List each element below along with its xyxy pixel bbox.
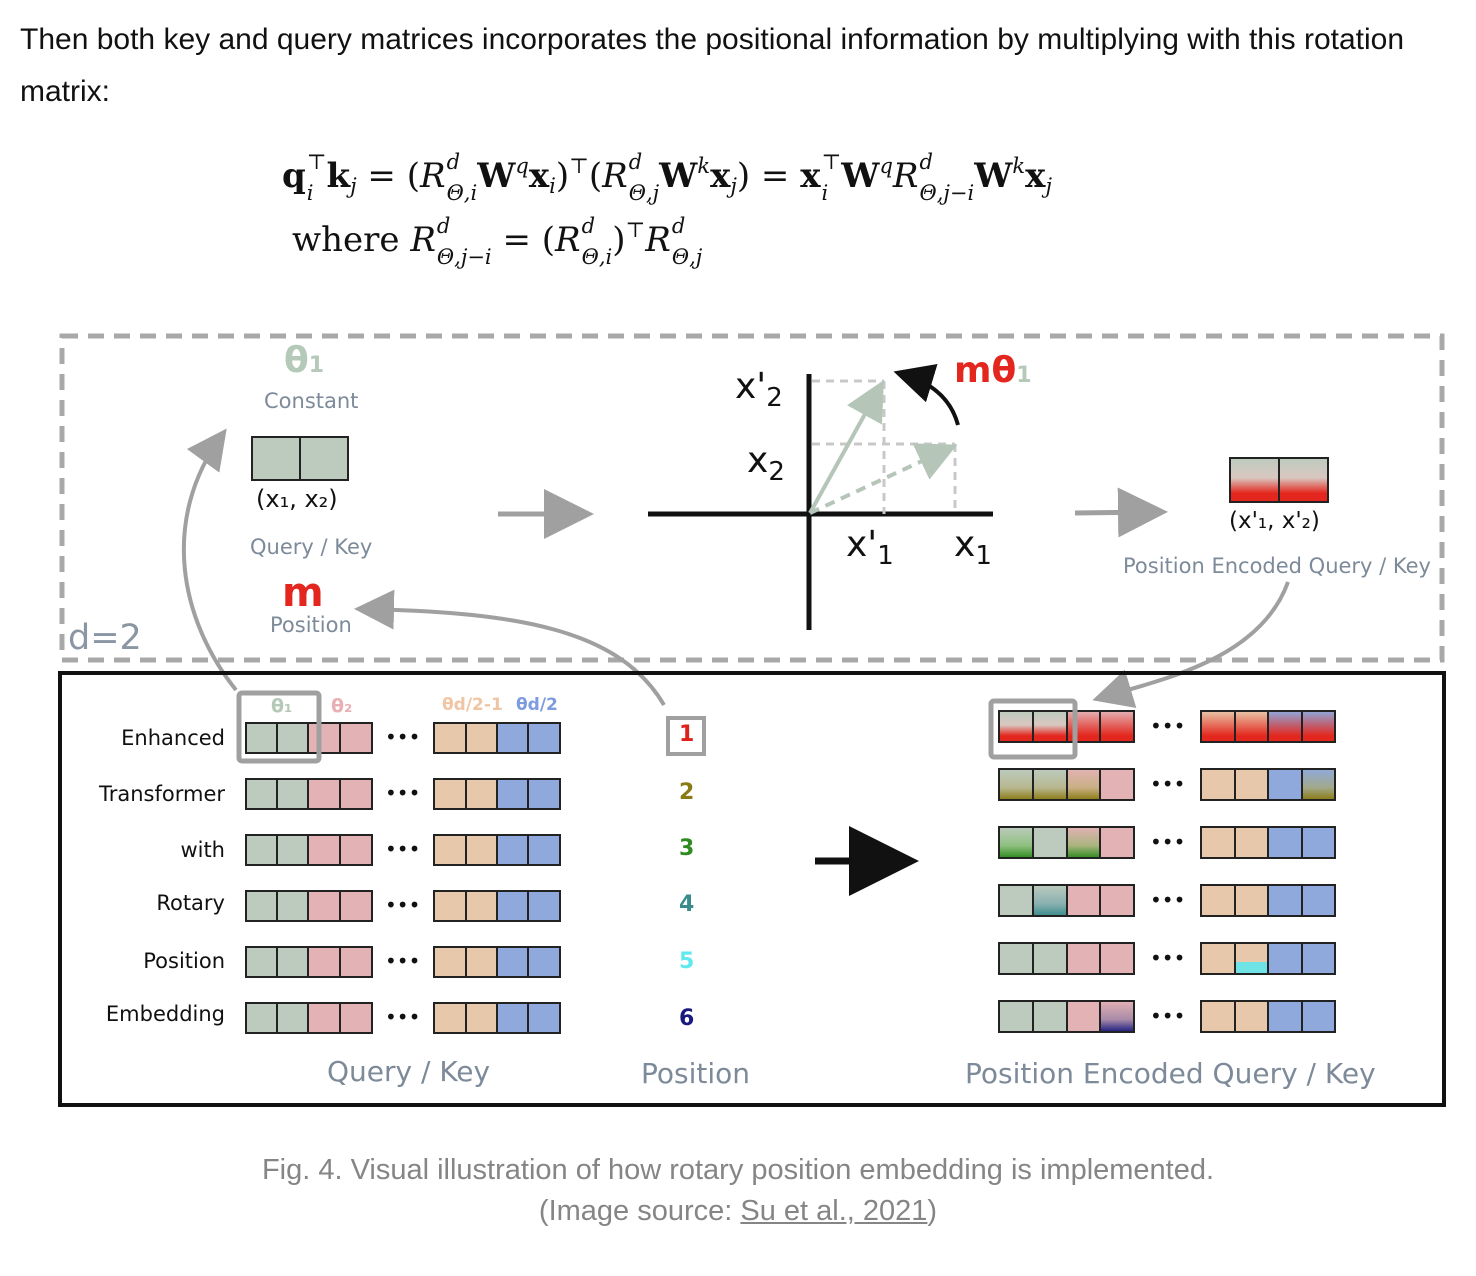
ellipsis-left-6: ••• <box>385 1005 421 1029</box>
ellipsis-left-3: ••• <box>385 837 421 861</box>
intro-paragraph: Then both key and query matrices incorpo… <box>20 23 1405 108</box>
rotation-axes <box>648 363 993 630</box>
arrow-to-encoded <box>1074 487 1168 538</box>
theta-header-2: θ₂ <box>331 695 353 717</box>
row-label-with: with <box>180 838 225 862</box>
ellipsis-right-6: ••• <box>1150 1004 1186 1028</box>
encoded-grid <box>988 698 1336 1033</box>
top-panel-border <box>59 333 1445 663</box>
ellipsis-left-5: ••• <box>385 949 421 973</box>
row-label-embedding: Embedding <box>105 1002 225 1026</box>
position-number-5: 5 <box>679 949 695 974</box>
bottom-panel-border <box>58 671 1446 1107</box>
ellipsis-left-1: ••• <box>385 725 421 749</box>
caption-suffix: ) <box>927 1195 938 1227</box>
theta-header-1: θ₁ <box>271 695 293 717</box>
x2-label: x2 <box>747 440 785 487</box>
equation-where-word: where <box>292 220 400 260</box>
pair-label: (x₁, x₂) <box>256 485 338 513</box>
row-label-rotary: Rotary <box>156 891 225 915</box>
ellipsis-left-4: ••• <box>385 893 421 917</box>
encoded-pair-block <box>1229 457 1329 503</box>
query-key-pair-block <box>251 436 349 481</box>
position-number-3: 3 <box>679 836 695 861</box>
theta1-label: θ1 <box>284 340 325 381</box>
row-label-enhanced: Enhanced <box>121 726 225 750</box>
figure-caption-line-2: (Image source: Su et al., 2021) <box>0 1195 1476 1228</box>
query-key-label: Query / Key <box>250 535 373 559</box>
arrow-theta-up <box>181 428 238 692</box>
row-label-transformer: Transformer <box>98 782 225 806</box>
row-label-position: Position <box>143 949 225 973</box>
ellipsis-right-5: ••• <box>1150 946 1186 970</box>
ellipsis-right-2: ••• <box>1150 772 1186 796</box>
x1-prime-label: x'1 <box>846 524 894 571</box>
m-theta-label: mθ1 <box>954 350 1032 391</box>
x1-label: x1 <box>954 524 992 571</box>
figure-caption-line-1: Fig. 4. Visual illustration of how rotar… <box>261 1154 1215 1186</box>
caption-prefix: (Image source: <box>538 1195 741 1227</box>
arrow-encoded-down <box>1092 581 1290 708</box>
theta-header-d2: θd/2 <box>516 695 558 715</box>
constant-label: Constant <box>264 389 359 413</box>
m-symbol: m <box>282 570 324 616</box>
source-link[interactable]: Su et al., 2021 <box>740 1195 928 1227</box>
footer-position: Position <box>641 1057 751 1090</box>
query-key-grid <box>236 690 561 1034</box>
ellipsis-right-4: ••• <box>1150 888 1186 912</box>
theta-header-d2-1: θd/2-1 <box>442 695 503 715</box>
equation-line-1: q ⊤ i kj = (R d Θ,i Wqxi)⊤(R d Θ,j Wkxj) = x ⊤ i WqR… <box>282 150 1052 205</box>
position-label: Position <box>270 613 352 637</box>
position-number-2: 2 <box>679 780 695 805</box>
ellipsis-left-2: ••• <box>385 781 421 805</box>
footer-query-key: Query / Key <box>327 1055 491 1088</box>
position-number-1: 1 <box>679 722 695 747</box>
encoded-pair-label: (x'₁, x'₂) <box>1229 508 1320 534</box>
footer-encoded: Position Encoded Query / Key <box>965 1057 1376 1090</box>
position-1-box <box>666 716 706 756</box>
arrow-position-up <box>354 589 666 707</box>
position-number-4: 4 <box>679 892 695 917</box>
encoded-label: Position Encoded Query / Key <box>1123 554 1431 578</box>
ellipsis-right-3: ••• <box>1150 830 1186 854</box>
position-number-6: 6 <box>679 1006 695 1031</box>
x2-prime-label: x'2 <box>735 366 783 413</box>
ellipsis-right-1: ••• <box>1150 714 1186 738</box>
d-label: d=2 <box>68 618 142 658</box>
